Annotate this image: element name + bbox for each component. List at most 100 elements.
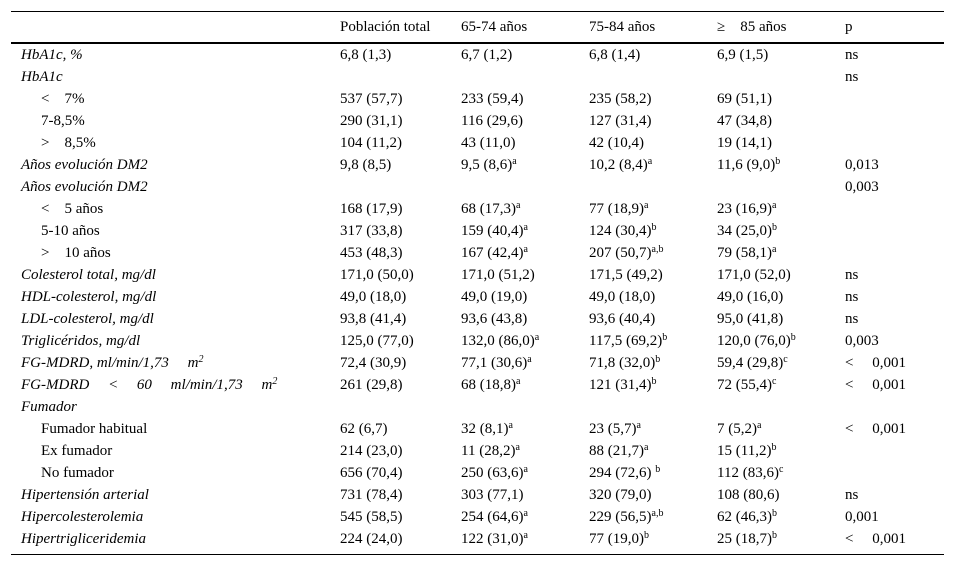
- cell-superscript: b: [644, 530, 649, 541]
- top-rule: [11, 11, 944, 12]
- cell-superscript: a: [523, 508, 528, 519]
- row-label-superscript: 2: [272, 376, 278, 387]
- cell-value: 229 (56,5): [589, 509, 652, 525]
- table-cell: 112 (83,6)c: [717, 462, 783, 484]
- cell-value: < 0,001: [845, 531, 906, 547]
- table-cell: < 0,001: [845, 528, 906, 550]
- table-cell: 159 (40,4)a: [461, 220, 528, 242]
- table-row: Hipertensión arterial 731 (78,4) 303 (77,1…: [11, 484, 944, 506]
- table-row: Fumador habitual 62 (6,7) 32 (8,1)a 23 (5,7…: [11, 418, 944, 440]
- table-row: < 5 años 168 (17,9) 68 (17,3)a 77 (18,9)a 23…: [11, 198, 944, 220]
- cell-value: 122 (31,0): [461, 531, 524, 547]
- table-cell: 77 (18,9)a: [589, 198, 648, 220]
- table-cell: 261 (29,8): [340, 374, 403, 396]
- table-row: No fumador 656 (70,4) 250 (63,6)a 294 (72,6…: [11, 462, 944, 484]
- cell-value: 49,0 (19,0): [461, 289, 528, 305]
- table-cell: 229 (56,5)a,b: [589, 506, 663, 528]
- cell-value: 49,0 (18,0): [589, 289, 656, 305]
- cell-value: 72 (55,4): [717, 377, 772, 393]
- table-cell: 6,9 (1,5): [717, 44, 768, 66]
- table-cell: 171,5 (49,2): [589, 264, 663, 286]
- cell-superscript: c: [772, 376, 777, 387]
- row-label-text: > 8,5%: [41, 135, 96, 151]
- cell-value: 117,5 (69,2): [589, 333, 663, 349]
- cell-superscript: a: [644, 442, 649, 453]
- cell-value: 93,6 (43,8): [461, 311, 528, 327]
- cell-value: 79 (58,1): [717, 245, 772, 261]
- cell-value: 10,2 (8,4): [589, 157, 648, 173]
- cell-value: 250 (63,6): [461, 465, 524, 481]
- cell-value: 545 (58,5): [340, 509, 403, 525]
- cell-value: 6,8 (1,4): [589, 47, 641, 63]
- table-cell: 34 (25,0)b: [717, 220, 777, 242]
- cell-value: 303 (77,1): [461, 487, 524, 503]
- cell-value: 235 (58,2): [589, 91, 652, 107]
- cell-value: 167 (42,4): [461, 245, 524, 261]
- row-label-text: HDL-colesterol, mg/dl: [21, 289, 157, 305]
- table-row: 7-8,5% 290 (31,1) 116 (29,6) 127 (31,4) 47 (…: [11, 110, 944, 132]
- cell-value: ns: [845, 69, 859, 85]
- table-cell: 47 (34,8): [717, 110, 772, 132]
- table-cell: 71,8 (32,0)b: [589, 352, 660, 374]
- row-label: FG-MDRD < 60 ml/min/1,73 m2: [21, 374, 277, 396]
- cell-superscript: a: [647, 156, 653, 167]
- table-cell: 117,5 (69,2)b: [589, 330, 667, 352]
- cell-superscript: b: [651, 222, 657, 233]
- table-cell: 233 (59,4): [461, 88, 524, 110]
- table-cell: ns: [845, 264, 858, 286]
- row-label-text: Fumador: [21, 399, 77, 415]
- table-cell: 171,0 (51,2): [461, 264, 535, 286]
- table-cell: ns: [845, 286, 858, 308]
- cell-value: 127 (31,4): [589, 113, 652, 129]
- cell-value: 317 (33,8): [340, 223, 403, 239]
- cell-value: 71,8 (32,0): [589, 355, 656, 371]
- cell-superscript: b: [771, 442, 777, 453]
- table-cell: 167 (42,4)a: [461, 242, 528, 264]
- table-cell: 0,013: [845, 154, 879, 176]
- cell-superscript: a: [534, 332, 540, 343]
- header-rule: [11, 42, 944, 44]
- table-cell: 254 (64,6)a: [461, 506, 528, 528]
- cell-value: 68 (17,3): [461, 201, 516, 217]
- table-cell: 11 (28,2)a: [461, 440, 520, 462]
- table-cell: ns: [845, 44, 858, 66]
- cell-value: 214 (23,0): [340, 443, 403, 459]
- table-row: Colesterol total, mg/dl 171,0 (50,0) 171,0…: [11, 264, 944, 286]
- cell-superscript: b: [655, 354, 661, 365]
- cell-value: 6,9 (1,5): [717, 47, 769, 63]
- table-row: Triglicéridos, mg/dl 125,0 (77,0) 132,0 (8…: [11, 330, 944, 352]
- table-cell: 23 (5,7)a: [589, 418, 641, 440]
- table-cell: 317 (33,8): [340, 220, 403, 242]
- cell-value: 68 (18,8): [461, 377, 516, 393]
- table-cell: 0,003: [845, 330, 879, 352]
- cell-superscript: c: [778, 464, 784, 475]
- table-row: > 10 años 453 (48,3) 167 (42,4)a 207 (50,7)…: [11, 242, 944, 264]
- table-row: HbA1c ns: [11, 66, 944, 88]
- table-cell: 25 (18,7)b: [717, 528, 777, 550]
- cell-value: 224 (24,0): [340, 531, 403, 547]
- table-cell: 224 (24,0): [340, 528, 403, 550]
- cell-value: 453 (48,3): [340, 245, 403, 261]
- table-cell: 171,0 (52,0): [717, 264, 791, 286]
- table-cell: 93,8 (41,4): [340, 308, 406, 330]
- cell-value: 108 (80,6): [717, 487, 780, 503]
- cell-value: 132,0 (86,0): [461, 333, 535, 349]
- row-label: < 7%: [21, 88, 84, 110]
- cell-value: < 0,001: [845, 377, 906, 393]
- table-cell: 10,2 (8,4)a: [589, 154, 652, 176]
- cell-superscript: a: [508, 420, 513, 431]
- cell-superscript: a: [515, 442, 520, 453]
- table-cell: 207 (50,7)a,b: [589, 242, 663, 264]
- table-cell: 32 (8,1)a: [461, 418, 513, 440]
- table-cell: 72 (55,4)c: [717, 374, 776, 396]
- cell-value: 11 (28,2): [461, 443, 516, 459]
- header-cell: 75-84 años: [589, 19, 656, 35]
- table-cell: 537 (57,7): [340, 88, 403, 110]
- row-label-text: FG-MDRD < 60 ml/min/1,73 m: [21, 377, 273, 393]
- table-cell: 19 (14,1): [717, 132, 772, 154]
- table-cell: 6,8 (1,4): [589, 44, 640, 66]
- table-cell: 93,6 (43,8): [461, 308, 527, 330]
- row-label-text: LDL-colesterol, mg/dl: [21, 311, 154, 327]
- table-cell: 124 (30,4)b: [589, 220, 657, 242]
- row-label: HDL-colesterol, mg/dl: [21, 286, 156, 308]
